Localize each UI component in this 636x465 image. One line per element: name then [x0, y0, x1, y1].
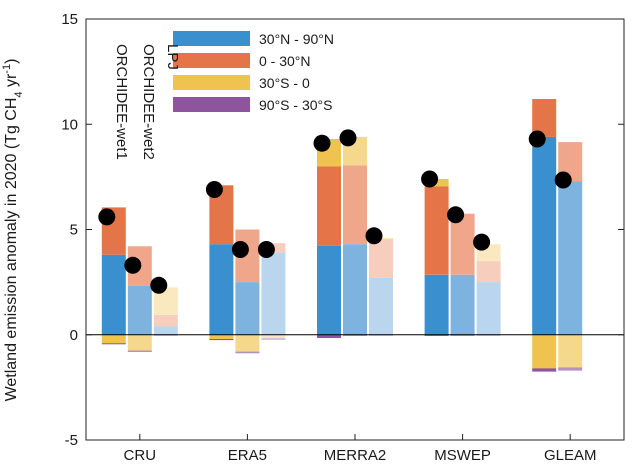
bars-layer	[101, 99, 583, 372]
model-label-2: ORCHIDEE-wet2	[140, 44, 157, 160]
total-marker-era5-model2	[231, 241, 249, 258]
total-marker-era5-model1	[205, 181, 223, 198]
bar-segment-cru-model1-series1	[101, 254, 126, 335]
bar-segment-mswep-model1-series2	[424, 186, 449, 275]
total-marker-gleam-model2	[554, 171, 572, 189]
bar-segment-merra2-model3-series4	[369, 334, 393, 336]
bar-segment-cru-model1-series4	[101, 343, 126, 345]
y-tick-label: 5	[70, 222, 78, 239]
bar-segment-era5-model3-series3	[261, 334, 286, 338]
total-marker-mswep-model2	[447, 206, 465, 224]
total-marker-mswep-model1	[421, 170, 439, 188]
total-marker-era5-model3	[257, 241, 275, 258]
total-marker-merra2-model3	[365, 227, 383, 245]
bar-segment-merra2-model2-series4	[343, 334, 367, 336]
bar-segment-mswep-model3-series1	[476, 282, 501, 335]
y-tick-label: 0	[70, 327, 78, 344]
bar-segment-cru-model3-series1	[153, 326, 178, 335]
bar-segment-mswep-model2-series4	[450, 334, 475, 336]
bar-segment-era5-model3-series1	[261, 252, 286, 335]
legend-swatch-1	[173, 31, 250, 46]
bar-segment-cru-model2-series3	[127, 334, 152, 351]
bar-segment-mswep-model3-series4	[476, 334, 501, 336]
model-label-3: LPJ	[164, 44, 181, 70]
total-marker-cru-model1	[98, 208, 116, 226]
bar-segment-merra2-model2-series1	[343, 244, 367, 335]
bar-segment-gleam-model1-series1	[532, 136, 557, 335]
legend-swatch-3	[173, 75, 250, 90]
total-marker-merra2-model1	[313, 134, 331, 152]
x-tick-label-era5: ERA5	[228, 447, 267, 464]
bar-segment-mswep-model2-series1	[450, 274, 475, 335]
y-axis-label: Wetland emission anomaly in 2020 (Tg CH4…	[1, 59, 25, 402]
bar-segment-cru-model3-series2	[153, 314, 178, 327]
legend: 30°N - 90°N 0 - 30°N 30°S - 0 90°S - 30°S	[173, 31, 334, 113]
bar-segment-gleam-model2-series4	[558, 367, 583, 371]
bar-segment-era5-model1-series3	[209, 334, 234, 339]
bar-segment-merra2-model3-series1	[369, 277, 393, 335]
y-tick-label: 10	[61, 116, 78, 133]
y-axis-label-suffix: )	[3, 59, 20, 64]
legend-label-3: 30°S - 0	[259, 75, 310, 91]
bar-segment-merra2-model2-series2	[343, 165, 367, 245]
model-labels: ORCHIDEE-wet1 ORCHIDEE-wet2 LPJ	[113, 44, 181, 160]
bar-segment-gleam-model1-series3	[532, 334, 557, 369]
legend-label-4: 90°S - 30°S	[259, 97, 332, 113]
legend-label-1: 30°N - 90°N	[259, 31, 334, 47]
x-tick-label-cru: CRU	[124, 447, 157, 464]
y-axis-label-mid: yr	[3, 73, 20, 91]
bar-segment-era5-model2-series4	[235, 351, 260, 354]
bar-segment-merra2-model1-series2	[317, 166, 341, 246]
x-tick-label-mswep: MSWEP	[434, 447, 491, 464]
axes-layer: -5 0 5 10 15 CRU ERA5 MERRA2 MSWEP GLEAM	[61, 11, 625, 464]
totals-layer	[98, 129, 572, 294]
bar-segment-era5-model2-series3	[235, 334, 260, 352]
y-axis-label-superscript: -1	[1, 64, 13, 74]
bar-segment-merra2-model1-series1	[317, 245, 341, 335]
bar-segment-era5-model3-series4	[261, 337, 286, 340]
bar-segment-merra2-model1-series4	[317, 334, 341, 338]
bar-segment-era5-model1-series1	[209, 244, 234, 335]
total-marker-gleam-model1	[528, 130, 546, 148]
bar-segment-era5-model2-series1	[235, 282, 260, 335]
x-tick-label-merra2: MERRA2	[324, 447, 387, 464]
bar-segment-gleam-model2-series1	[558, 181, 583, 335]
legend-swatch-2	[173, 53, 250, 68]
y-axis-label-subscript: 4	[13, 91, 25, 97]
legend-label-2: 0 - 30°N	[259, 53, 311, 69]
bar-segment-era5-model1-series4	[209, 339, 234, 341]
bar-segment-cru-model1-series3	[101, 334, 126, 344]
bar-segment-mswep-model1-series1	[424, 274, 449, 335]
y-tick-label: -5	[65, 432, 78, 449]
bar-segment-gleam-model1-series4	[532, 368, 557, 372]
legend-swatch-4	[173, 97, 250, 112]
bar-segment-gleam-model2-series3	[558, 334, 583, 368]
y-axis-label-prefix: Wetland emission anomaly in 2020 (Tg CH	[3, 98, 20, 402]
bar-segment-cru-model2-series4	[127, 350, 152, 352]
bar-segment-mswep-model1-series4	[424, 334, 449, 336]
total-marker-merra2-model2	[339, 129, 357, 147]
total-marker-cru-model2	[124, 256, 142, 274]
bar-segment-mswep-model2-series2	[450, 213, 475, 275]
bar-segment-cru-model3-series4	[153, 334, 178, 336]
y-tick-label: 15	[61, 11, 78, 28]
x-tick-label-gleam: GLEAM	[544, 447, 597, 464]
bar-segment-merra2-model3-series2	[369, 239, 393, 278]
total-marker-mswep-model3	[473, 233, 491, 251]
bar-segment-mswep-model3-series2	[476, 261, 501, 283]
total-marker-cru-model3	[150, 276, 168, 294]
bar-segment-cru-model2-series1	[127, 285, 152, 335]
model-label-1: ORCHIDEE-wet1	[113, 44, 130, 160]
